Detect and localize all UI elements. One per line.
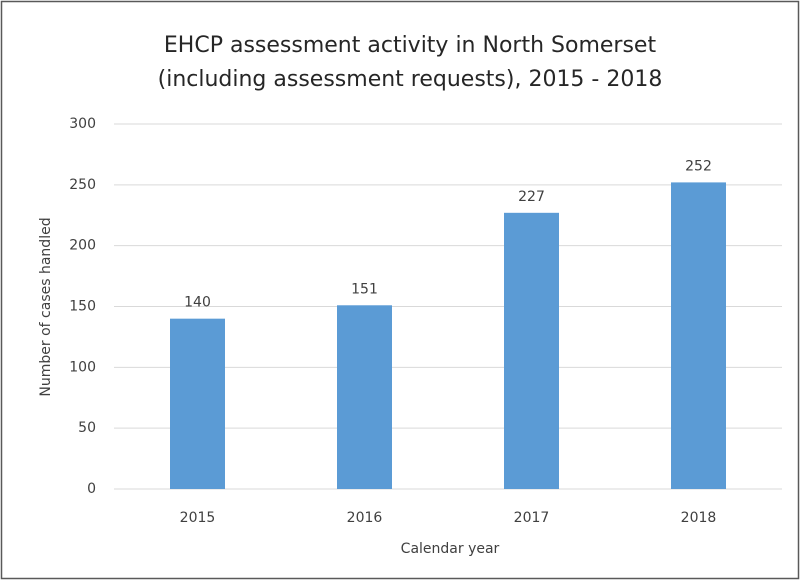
y-tick-label: 150 [69, 299, 96, 315]
data-label: 227 [518, 189, 545, 205]
x-tick-label: 2015 [180, 510, 216, 526]
bar [504, 212, 559, 490]
y-axis-label: Number of cases handled [38, 217, 54, 396]
chart-title: (including assessment requests), 2015 - … [158, 67, 663, 92]
y-tick-label: 200 [69, 238, 96, 254]
y-tick-label: 0 [87, 481, 96, 497]
y-tick-label: 100 [69, 359, 96, 375]
x-tick-label: 2017 [514, 510, 550, 526]
chart-title: EHCP assessment activity in North Somers… [164, 33, 657, 58]
bar [337, 305, 392, 489]
data-label: 252 [685, 158, 712, 174]
data-label: 140 [184, 295, 211, 311]
x-tick-label: 2016 [347, 510, 383, 526]
y-tick-label: 50 [78, 420, 96, 436]
x-axis-label: Calendar year [401, 541, 500, 557]
data-label: 151 [351, 281, 378, 297]
bar [671, 182, 726, 489]
x-tick-label: 2018 [681, 510, 717, 526]
y-tick-label: 300 [69, 116, 96, 132]
bar [170, 318, 225, 489]
y-tick-label: 250 [69, 177, 96, 193]
